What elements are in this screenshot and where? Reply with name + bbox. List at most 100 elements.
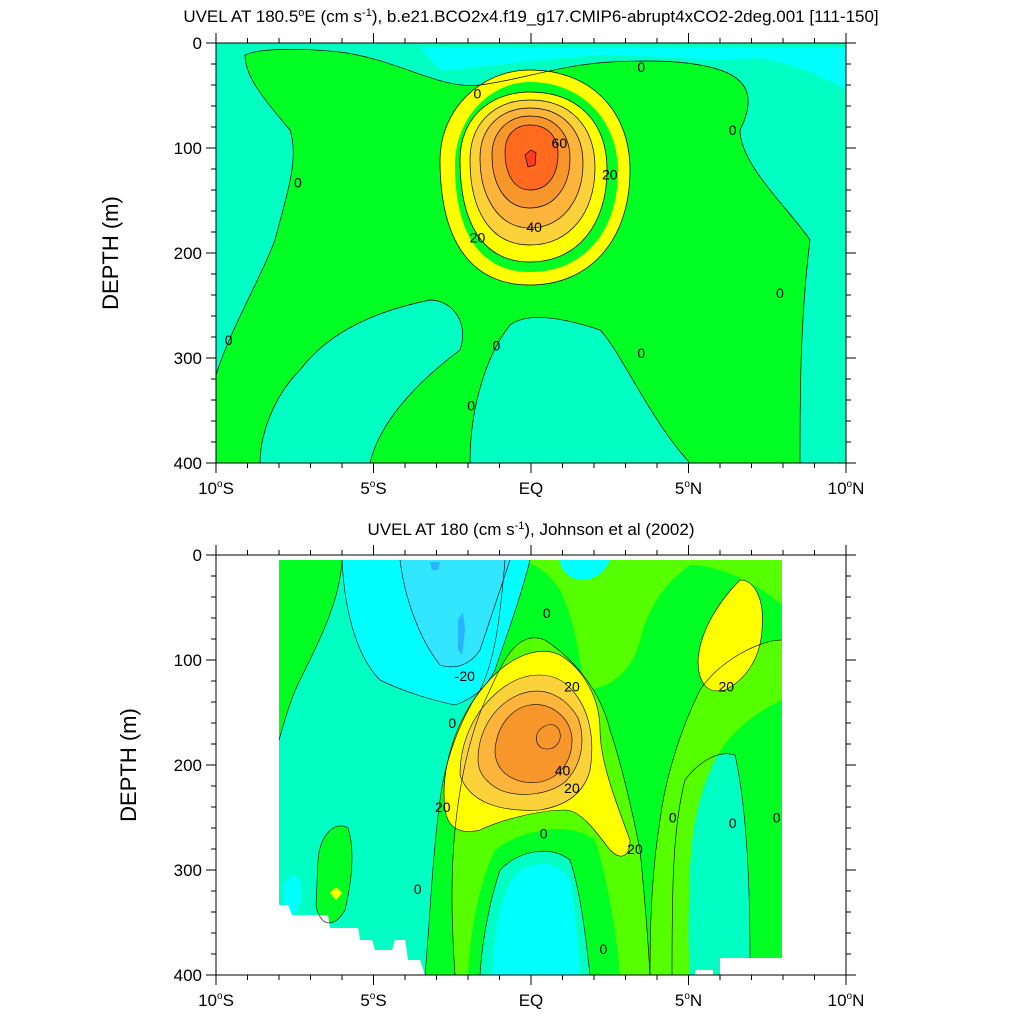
bottom-contour-lines [278,559,783,975]
top-zero-contour-outline [216,48,811,463]
top-x-tick-label: 5oS [360,479,386,498]
bottom-band-neg20-east-surface [560,560,610,580]
bottom-missing-southwest [279,905,425,975]
bottom-missing-west [216,555,279,975]
bottom-x-tick-label: 10oN [828,991,865,1010]
bottom-band-neg10-south-pocket [492,864,580,975]
top-x-tick-label: EQ [519,479,544,498]
top-contour-label: 0 [467,397,475,413]
top-contour-10 [439,69,631,286]
bottom-contour-labels: 0 -20 20 20 0 40 20 20 0 0 0 0 20 0 0 [414,605,781,957]
bottom-band-zero-west [279,560,342,740]
bottom-contour-label: 20 [435,799,451,815]
bottom-contour-label: 40 [555,762,571,778]
bottom-contour-40 [477,690,583,795]
bottom-missing-east [782,555,846,975]
top-contour-20 [459,91,608,263]
top-x-tick-label: 5oN [675,479,702,498]
top-contour-label: 0 [225,332,233,348]
bottom-contour-label: 20 [719,678,735,694]
bottom-x-tick-label: EQ [519,991,544,1010]
bottom-contour-30 [459,674,593,811]
bottom-contour-label: 20 [627,841,643,857]
top-contour-50 [491,115,571,209]
top-zero-contour-lower [469,317,691,463]
top-contour-60 [504,124,559,191]
bottom-y-axis-title: DEPTH (m) [116,708,141,822]
top-zero-contour-left [259,299,463,463]
bottom-contour-zero-central [424,559,506,975]
top-contour-label: 20 [470,229,486,245]
bottom-contour-neg20 [341,559,531,706]
bottom-band-10-west-patch [330,887,342,900]
top-contour-lines [216,48,811,463]
bottom-contour-neg30 [399,559,511,668]
bottom-contour-60 [536,724,561,750]
bottom-band-zero-west-patch [316,825,352,923]
bottom-contour-10 [451,637,651,975]
top-contour-70 [524,149,537,168]
top-contour-fill [216,43,846,463]
top-panel: UVEL AT 180.5oE (cm s-1), b.e21.BCO2x4.f… [98,7,879,498]
top-x-tick-label: 10oN [828,479,865,498]
bottom-y-tick-label: 200 [174,756,202,775]
top-contour-label: 0 [474,85,482,101]
bottom-contour-zero-south [479,850,591,975]
bottom-band-10 [520,560,782,690]
bottom-panel-title: UVEL AT 180 (cm s-1), Johnson et al (200… [368,520,695,539]
top-y-tick-label: 100 [174,139,202,158]
top-x-tick-label: 10oS [198,479,234,498]
top-y-tick-label: 300 [174,349,202,368]
bottom-contour-label: 0 [729,815,737,831]
bottom-contour-label: 0 [540,825,548,841]
top-panel-title: UVEL AT 180.5oE (cm s-1), b.e21.BCO2x4.f… [183,7,878,26]
bottom-contour-west-patch [315,825,353,924]
bottom-band-10-east-strip [650,640,782,975]
bottom-contour-20 [443,651,631,857]
bottom-contour-label: 0 [448,715,456,731]
top-y-tick-label: 0 [193,34,202,53]
bottom-y-tick-label: 100 [174,651,202,670]
bottom-x-tick-label: 5oS [360,991,386,1010]
bottom-y-tick-label: 400 [174,966,202,985]
top-contour-40 [479,107,584,229]
bottom-contour-fill [216,555,846,975]
bottom-contour-20-east [697,579,763,692]
bottom-band-20-east [698,580,763,691]
bottom-contour-50 [494,704,573,783]
bottom-band-neg40-patch [458,612,465,655]
bottom-x-tick-label: 10oS [198,991,234,1010]
top-contour-30 [469,99,596,246]
bottom-contour-label: 20 [564,780,580,796]
bottom-contour-zero-east [671,753,751,975]
bottom-band-neg30-surface [400,560,510,667]
bottom-contour-label: 0 [600,941,608,957]
bottom-y-tick-label: 0 [193,546,202,565]
bottom-panel: UVEL AT 180 (cm s-1), Johnson et al (200… [116,520,864,1010]
top-contour-label: 60 [552,135,568,151]
top-contour-label: 20 [602,166,618,182]
bottom-band-neg40-patch2 [430,562,440,570]
bottom-y-tick-label: 300 [174,861,202,880]
top-y-tick-label: 400 [174,454,202,473]
top-contour-label: 0 [776,285,784,301]
top-contour-label: 0 [637,345,645,361]
bottom-contour-10-east-strip [649,639,783,975]
bottom-x-tick-label: 5oN [675,991,702,1010]
top-core-max [525,150,536,167]
top-contour-label: 40 [526,219,542,235]
top-contour-label: 0 [637,59,645,75]
top-contour-label: 0 [492,337,500,353]
top-band-neg20-surface [420,47,846,90]
bottom-contour-label: 20 [564,678,580,694]
bottom-contour-label: -20 [455,668,475,684]
bottom-contour-label: 0 [543,605,551,621]
top-y-tick-label: 200 [174,244,202,263]
bottom-missing-notch [695,970,713,975]
bottom-contour-zero-west [278,559,343,741]
bottom-contour-label: 0 [414,881,422,897]
bottom-missing-southeast [720,958,782,975]
